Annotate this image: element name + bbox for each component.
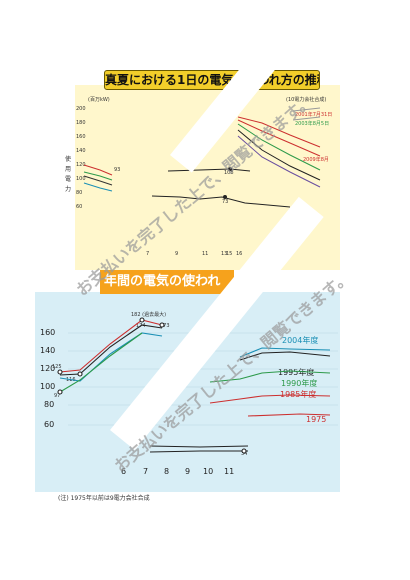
chart2-area [35, 292, 340, 492]
chart1-line [167, 168, 251, 172]
chart1-annotation: 93 [114, 167, 121, 173]
chart2-marker [241, 448, 247, 454]
chart1-marker [228, 167, 232, 171]
chart1-x-tick: 13 [221, 251, 228, 257]
chart1-legend-item: 2003年8月5日 [295, 121, 330, 127]
chart1-y-tick: 120 [76, 162, 86, 168]
chart2-x-tick: 7 [143, 467, 149, 476]
chart1-x-tick: 7 [146, 251, 150, 257]
chart1-marker [223, 195, 227, 199]
chart2-legend-item: 1975 [306, 415, 327, 424]
chart1-line [151, 195, 291, 208]
chart2-marker [159, 322, 165, 328]
chart1-annotation: 73 [222, 199, 229, 205]
chart1-unit-label: (百万kW) [88, 97, 110, 103]
chart2-marker [57, 389, 63, 395]
chart2-point-label: 97 [54, 393, 61, 399]
chart2-y-tick: 120 [40, 364, 56, 373]
chart1-line [292, 116, 321, 121]
chart1-line [237, 129, 321, 181]
chart2-legend-item: 2004年度 [282, 336, 319, 345]
chart2-line [59, 332, 143, 393]
chart2-point-label: 173 [160, 323, 170, 329]
chart2-line [247, 413, 331, 417]
chart1-y-tick: 200 [76, 106, 86, 112]
chart1-y-axis-title-char: 力 [64, 186, 71, 193]
chart2-marker [57, 369, 63, 375]
chart1-y-tick: 100 [76, 176, 86, 182]
chart1-legend-item: 2009年8月 [303, 157, 329, 163]
chart2-marker [139, 317, 145, 323]
chart2-line [59, 332, 163, 382]
chart2-legend-item: 1985年度 [280, 390, 317, 399]
chart2-note: (注) 1975年以前は9電力会社合成 [58, 495, 150, 502]
chart1-y-tick: 140 [76, 148, 86, 154]
chart2-legend-item: 1990年度 [281, 379, 318, 388]
chart1-line [237, 123, 321, 171]
chart1-line [237, 119, 321, 157]
chart2-y-tick: 160 [40, 328, 56, 337]
chart1-y-tick: 180 [76, 120, 86, 126]
chart2-x-tick: 6 [121, 467, 127, 476]
chart2-x-tick: 11 [224, 467, 235, 476]
chart1-x-tick: 11 [202, 251, 209, 257]
chart1-line [83, 171, 113, 181]
chart1-line [237, 116, 321, 148]
chart2-marker [77, 371, 83, 377]
chart1-y-tick: 80 [76, 190, 83, 196]
chart1-line [83, 175, 113, 186]
chart2-line [239, 351, 331, 361]
chart2-point-label: 125 [52, 364, 62, 370]
chart1-source-label: (10電力会社合成) [286, 97, 327, 103]
chart1-line [83, 164, 113, 176]
chart2-line [239, 347, 331, 358]
chart2-line [59, 319, 163, 373]
chart1-line [83, 182, 113, 192]
chart1-y-tick: 160 [76, 134, 86, 140]
chart1-x-tick: 15 [226, 251, 233, 257]
chart2-y-tick: 60 [44, 420, 55, 429]
chart1-legend-item: 2001年7月31日 [295, 112, 333, 118]
chart1-x-tick: 16 [236, 251, 243, 257]
chart1-annotation: 108 [224, 170, 234, 176]
chart2-y-tick: 140 [40, 346, 56, 355]
chart2-line [149, 445, 249, 448]
chart2-legend-item: 1995年度 [278, 368, 315, 377]
chart2-line [209, 394, 331, 404]
chart2-line [59, 324, 163, 376]
chart1-y-axis-title-char: 電 [64, 176, 71, 183]
chart1-y-tick: 60 [76, 204, 83, 210]
chart2-title: 年間の電気の使われ [100, 270, 234, 294]
chart1-line [292, 107, 321, 112]
chart1-y-axis-title-char: 使 [64, 156, 71, 163]
chart2-x-tick: 8 [164, 467, 170, 476]
chart2-point-label: 34 [241, 451, 248, 457]
chart2-line [209, 370, 331, 383]
chart2-peak-label: 182 (過去最大) [131, 312, 167, 318]
chart1-line [237, 135, 321, 188]
chart1-y-axis-title: 使 用 電 力 [64, 155, 72, 195]
chart1-y-axis-title-char: 用 [64, 166, 71, 173]
chart2-x-tick: 10 [203, 467, 214, 476]
chart2-y-tick: 80 [44, 400, 55, 409]
chart2-line [149, 450, 248, 453]
chart2-x-tick: 9 [185, 467, 191, 476]
chart1-x-tick: 9 [175, 251, 179, 257]
chart2-y-tick: 100 [40, 382, 56, 391]
